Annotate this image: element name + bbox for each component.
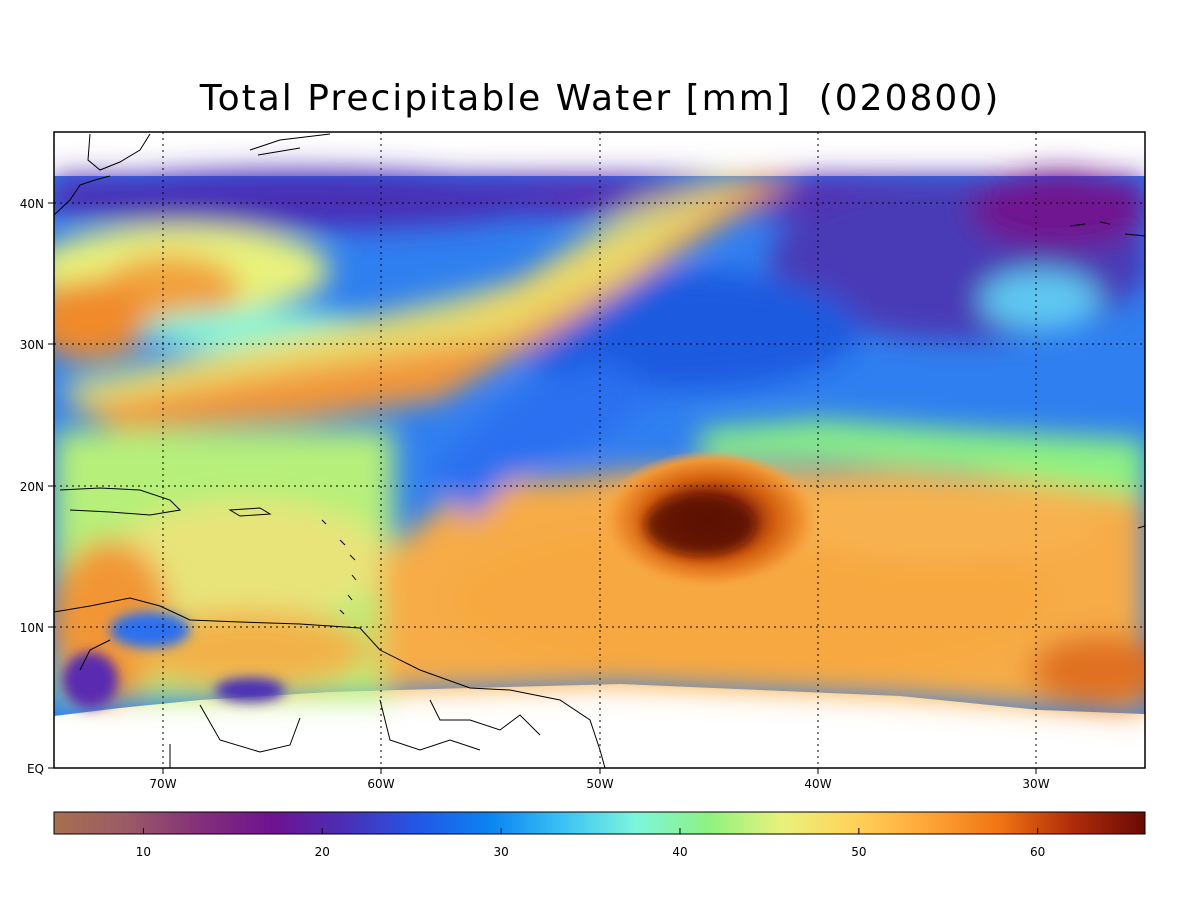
coastlines (53, 133, 1146, 769)
colorbar-tick-label: 20 (315, 845, 330, 859)
lat-label: 40N (20, 197, 44, 211)
colorbar-tick-label: 60 (1030, 845, 1045, 859)
lat-label: EQ (27, 762, 44, 776)
tick-marks (48, 202, 1037, 774)
longitude-labels: 70W 60W 50W 40W 30W (149, 777, 1049, 791)
lon-label: 30W (1022, 777, 1049, 791)
latitude-labels: 40N 30N 20N 10N EQ (20, 197, 44, 776)
lon-label: 60W (367, 777, 394, 791)
precipitable-water-field (54, 170, 1145, 716)
colorbar-ticks: 10 20 30 40 50 60 (136, 828, 1045, 859)
lon-label: 40W (804, 777, 831, 791)
colorbar-tick-label: 10 (136, 845, 151, 859)
lon-label: 50W (586, 777, 613, 791)
colorbar-strip (53, 811, 1146, 835)
colorbar-tick-label: 40 (672, 845, 687, 859)
colorbar-tick-label: 50 (851, 845, 866, 859)
colorbar: 10 20 30 40 50 60 (53, 811, 1146, 859)
lon-label: 70W (149, 777, 176, 791)
colorbar-tick-label: 30 (493, 845, 508, 859)
lat-label: 20N (20, 480, 44, 494)
map-title: Total Precipitable Water [mm] (020800) (199, 78, 1001, 119)
island-chain (321, 519, 357, 615)
grid-lines (54, 132, 1145, 768)
lat-label: 30N (20, 338, 44, 352)
lat-label: 10N (20, 621, 44, 635)
